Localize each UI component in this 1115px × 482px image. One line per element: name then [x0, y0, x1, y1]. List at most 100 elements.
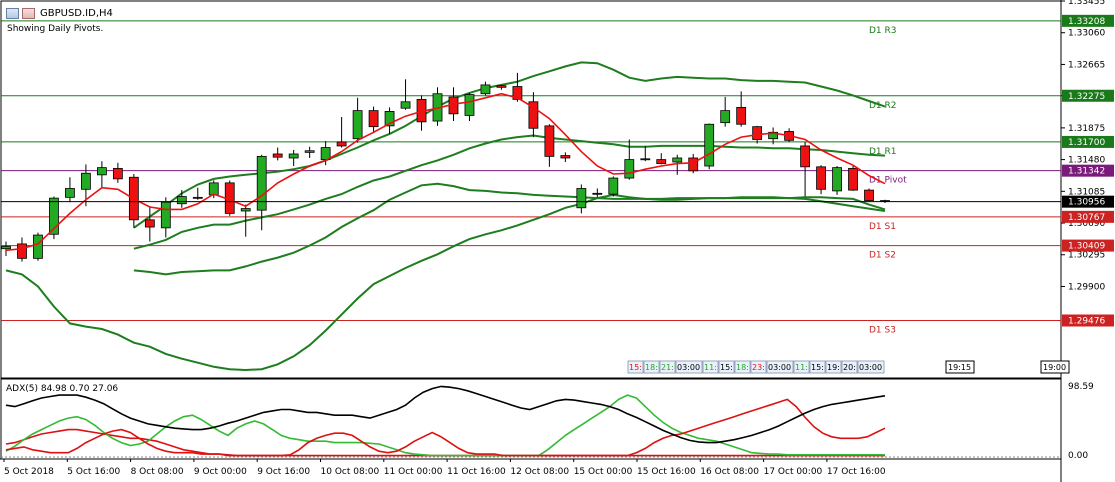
lower-inner-band-line	[133, 182, 886, 276]
session-label: 11:	[795, 363, 808, 372]
price-tick-label: 1.31875	[1068, 124, 1105, 134]
bull-candle	[81, 172, 91, 190]
time-tick-label: 17 Oct 00:00	[764, 467, 823, 477]
price-tag-bg	[1062, 314, 1114, 327]
chart-icon[interactable]	[22, 8, 35, 19]
price-tag: 1.32275	[1068, 92, 1105, 102]
minus-di-line	[5, 394, 885, 457]
bull-candle	[192, 196, 203, 199]
session-label-box	[793, 360, 810, 374]
bull-candle	[304, 150, 315, 153]
time-tick-label: 11 Oct 16:00	[447, 467, 506, 477]
session-label-box	[702, 360, 719, 374]
session-label: 15:	[629, 363, 642, 372]
chart-header: GBPUSD.ID,H4	[6, 8, 113, 19]
chart-subtitle: Showing Daily Pivots.	[7, 24, 104, 34]
session-label: 20:	[843, 363, 856, 372]
time-tick-label: 16 Oct 08:00	[700, 467, 759, 477]
time-box	[945, 360, 975, 374]
time-tick-label: 11 Oct 00:00	[384, 467, 443, 477]
bear-candle	[112, 168, 123, 180]
bull-candle	[720, 110, 731, 124]
bull-candle	[384, 111, 395, 127]
bull-candle	[704, 123, 715, 167]
time-box	[1040, 360, 1070, 374]
price-tick-label: 1.33455	[1068, 0, 1105, 7]
chart-title: GBPUSD.ID,H4	[40, 8, 113, 19]
bull-candle	[352, 110, 363, 140]
window-icon[interactable]	[6, 8, 19, 19]
indicator-panel-frame	[0, 378, 1062, 460]
bear-candle	[512, 86, 523, 100]
session-label: 18:	[736, 363, 749, 372]
bear-candle	[144, 219, 155, 228]
time-tick-label: 17 Oct 16:00	[827, 467, 886, 477]
time-tick-label: 15 Oct 00:00	[574, 467, 633, 477]
bull-candle	[608, 177, 619, 195]
bear-candle	[736, 106, 747, 125]
bull-candle	[65, 188, 75, 198]
bull-candle	[1, 245, 11, 250]
bear-candle	[17, 243, 27, 259]
lower-band-line	[5, 193, 886, 372]
session-label-box	[659, 360, 676, 374]
bull-candle	[240, 208, 251, 212]
pivot-label: D1 R3	[869, 26, 897, 36]
session-label-box	[766, 360, 794, 374]
session-label-box	[627, 360, 644, 374]
price-panel-frame	[0, 0, 1062, 379]
bear-candle	[528, 101, 539, 129]
bear-candle	[560, 155, 571, 159]
middle-band-line	[133, 134, 886, 250]
bear-candle	[496, 85, 507, 88]
price-tag-bg	[1062, 14, 1114, 27]
bull-candle	[160, 201, 171, 229]
price-tick-label: 1.32665	[1068, 60, 1105, 70]
pivot-label: D1 S2	[869, 251, 896, 261]
session-label-box	[750, 360, 767, 374]
price-tag-bg	[1062, 135, 1114, 148]
time-tick-label: 5 Oct 16:00	[67, 467, 120, 477]
price-tag: 1.31700	[1068, 138, 1105, 148]
plus-di-line	[5, 398, 886, 457]
price-tick-label: 1.31480	[1068, 156, 1105, 166]
bear-candle	[848, 168, 858, 191]
price-tick-label: 1.31085	[1068, 187, 1105, 197]
time-box-label: 19:00	[1043, 363, 1066, 372]
bear-candle	[864, 189, 874, 201]
session-label: 03:00	[677, 363, 700, 372]
bear-candle	[336, 141, 347, 147]
bear-candle	[592, 192, 603, 195]
session-label-box	[825, 360, 842, 374]
bear-candle	[752, 126, 763, 140]
session-label-box	[809, 360, 826, 374]
bull-candle	[464, 94, 475, 116]
bull-candle	[256, 155, 267, 211]
adx-line	[5, 385, 886, 444]
session-label: 19:	[827, 363, 840, 372]
price-tag: 1.30409	[1068, 242, 1105, 252]
pivot-label: D1 S1	[869, 222, 896, 232]
bear-candle	[816, 166, 826, 190]
bull-candle	[208, 182, 219, 196]
price-tick-label: 1.33060	[1068, 29, 1105, 39]
bull-candle	[480, 84, 491, 95]
bull-candle	[576, 188, 587, 209]
price-tag-bg	[1062, 89, 1114, 102]
price-tag-bg	[1062, 210, 1114, 223]
bull-candle	[640, 158, 651, 161]
pivot-label: D1 Pivot	[869, 176, 907, 186]
bull-candle	[624, 159, 635, 179]
indicator-tick-label: 98.59	[1068, 382, 1094, 392]
price-tag: 1.30767	[1068, 213, 1105, 223]
session-label: 03:00	[859, 363, 882, 372]
time-tick-label: 9 Oct 00:00	[194, 467, 247, 477]
session-label: 15:	[720, 363, 733, 372]
price-tick-label: 1.30690	[1068, 219, 1105, 229]
adx-secondary-line	[5, 428, 885, 457]
price-tag: 1.31342	[1068, 167, 1105, 177]
price-tick-label: 1.30295	[1068, 251, 1105, 261]
session-label: 23:	[752, 363, 765, 372]
time-tick-label: 9 Oct 16:00	[257, 467, 310, 477]
